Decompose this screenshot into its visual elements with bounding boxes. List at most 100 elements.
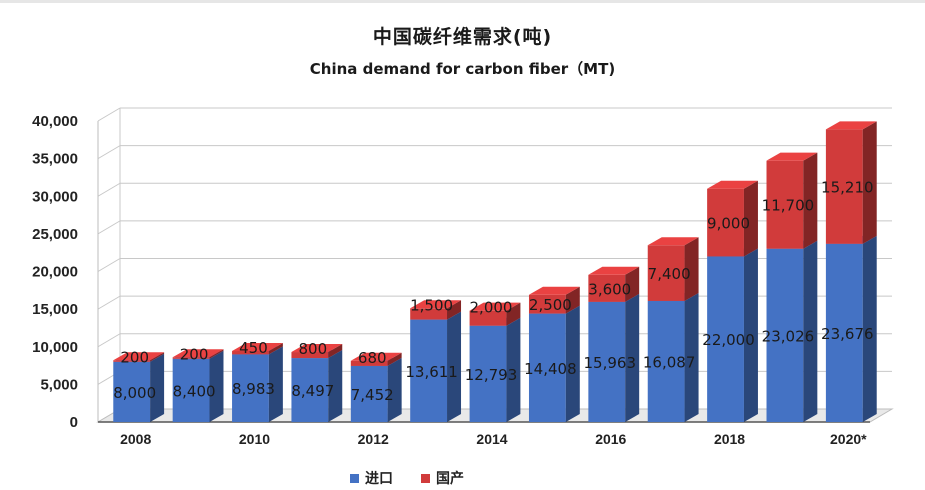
bar-segment-side bbox=[803, 152, 818, 249]
x-tick-label: 2012 bbox=[358, 431, 389, 447]
data-label: 8,000 bbox=[113, 384, 156, 402]
bar-segment bbox=[469, 325, 507, 422]
bar-segment bbox=[825, 129, 863, 244]
data-label: 23,676 bbox=[821, 325, 874, 343]
bar-segment-side bbox=[684, 237, 699, 301]
bar-segment-side bbox=[150, 353, 165, 422]
data-label: 7,400 bbox=[648, 265, 691, 283]
data-label: 22,000 bbox=[702, 331, 755, 349]
bar-segment bbox=[766, 160, 804, 249]
gridline-side bbox=[97, 258, 121, 272]
bar-segment bbox=[172, 357, 210, 359]
bar-segment-top bbox=[232, 343, 283, 352]
legend-item-import: 进口 bbox=[350, 468, 393, 488]
bar-segment-side bbox=[743, 248, 758, 422]
bar-segment-side bbox=[803, 240, 818, 422]
bar-segment-top bbox=[113, 352, 165, 361]
data-label: 3,600 bbox=[588, 280, 631, 298]
bar-segment-top bbox=[528, 286, 580, 295]
bar-segment bbox=[350, 360, 388, 366]
x-tick-label: 2010 bbox=[239, 431, 270, 447]
bar-segment bbox=[232, 354, 269, 422]
legend-swatch-import bbox=[350, 473, 359, 483]
y-tick-label: 0 bbox=[70, 414, 78, 431]
data-label: 9,000 bbox=[707, 215, 750, 233]
chart-title-english: China demand for carbon fiber（MT) bbox=[309, 60, 616, 78]
data-label: 23,026 bbox=[762, 327, 815, 345]
data-label: 2,000 bbox=[470, 299, 513, 317]
x-tick-label: 2020* bbox=[830, 431, 867, 447]
data-label: 13,611 bbox=[405, 363, 458, 381]
y-tick-label: 35,000 bbox=[32, 151, 78, 168]
top-border bbox=[0, 0, 925, 3]
legend-label-domestic: 国产 bbox=[436, 471, 464, 487]
bar-segment-side bbox=[447, 300, 462, 320]
legend-swatch-domestic bbox=[421, 473, 430, 483]
data-label: 2,500 bbox=[529, 296, 572, 314]
legend-item-domestic: 国产 bbox=[421, 468, 464, 488]
data-label: 16,087 bbox=[643, 353, 696, 371]
bar-segment-side bbox=[447, 311, 462, 422]
data-label: 800 bbox=[299, 340, 328, 358]
x-tick-label: 2016 bbox=[595, 431, 626, 447]
bar-segment-side bbox=[565, 305, 580, 422]
bar-segment-top bbox=[172, 349, 224, 358]
y-tick-label: 25,000 bbox=[32, 226, 78, 243]
y-tick-label: 40,000 bbox=[32, 113, 78, 130]
data-label: 200 bbox=[120, 348, 149, 366]
gridline-side bbox=[97, 182, 121, 197]
gridline-side bbox=[97, 145, 121, 160]
bar-segment bbox=[707, 188, 744, 257]
data-label: 14,408 bbox=[524, 360, 577, 378]
x-tick-label: 2018 bbox=[714, 431, 745, 447]
bar-segment bbox=[766, 248, 804, 422]
bar-segment-side bbox=[684, 292, 699, 422]
data-label: 450 bbox=[239, 339, 268, 357]
data-label: 12,793 bbox=[465, 366, 518, 384]
bar-segment bbox=[528, 294, 566, 314]
x-tick-label: 2014 bbox=[476, 431, 507, 447]
bar-segment bbox=[825, 243, 863, 422]
bar-segment-side bbox=[387, 357, 402, 422]
bar-segment bbox=[291, 358, 329, 422]
y-tick-label: 20,000 bbox=[32, 264, 78, 281]
bar-segment-side bbox=[565, 286, 580, 314]
bar-segment-side bbox=[743, 180, 758, 257]
bar-segment bbox=[647, 300, 685, 422]
bar-segment bbox=[528, 313, 566, 422]
bar-segment-side bbox=[387, 352, 402, 366]
bar-segment-side bbox=[625, 266, 640, 302]
bar-segment bbox=[469, 310, 507, 326]
bar-segment-side bbox=[209, 349, 224, 359]
bar-segment bbox=[647, 245, 685, 301]
bar-segment bbox=[410, 308, 448, 320]
bar-segment-top bbox=[410, 300, 462, 309]
bar-segment bbox=[707, 256, 744, 422]
bar-segment-top bbox=[766, 152, 818, 161]
bar-segment bbox=[291, 352, 329, 359]
data-label: 7,452 bbox=[351, 386, 394, 404]
bar-segment-side bbox=[328, 350, 343, 422]
gridline-side bbox=[97, 107, 121, 122]
bar-segment bbox=[232, 351, 269, 355]
data-label: 8,983 bbox=[232, 380, 275, 398]
data-label: 8,497 bbox=[291, 382, 334, 400]
bar-segment-top bbox=[825, 121, 877, 130]
bar-segment-top bbox=[707, 180, 758, 189]
y-tick-label: 10,000 bbox=[32, 339, 78, 356]
bar-segment-top bbox=[647, 237, 699, 246]
bar-segment-side bbox=[625, 293, 640, 422]
data-label: 200 bbox=[180, 345, 209, 363]
bar-segment-side bbox=[328, 344, 343, 359]
gridline-side bbox=[97, 295, 121, 310]
y-tick-label: 5,000 bbox=[40, 376, 78, 393]
bar-segment-side bbox=[268, 346, 283, 422]
chart-title-chinese: 中国碳纤维需求(吨) bbox=[372, 26, 553, 48]
data-label: 8,400 bbox=[173, 382, 216, 400]
bar-segment-side bbox=[268, 343, 283, 355]
gridline-side bbox=[97, 333, 121, 348]
data-label: 15,210 bbox=[821, 179, 874, 197]
data-label: 680 bbox=[358, 349, 387, 367]
legend-label-import: 进口 bbox=[365, 471, 393, 487]
